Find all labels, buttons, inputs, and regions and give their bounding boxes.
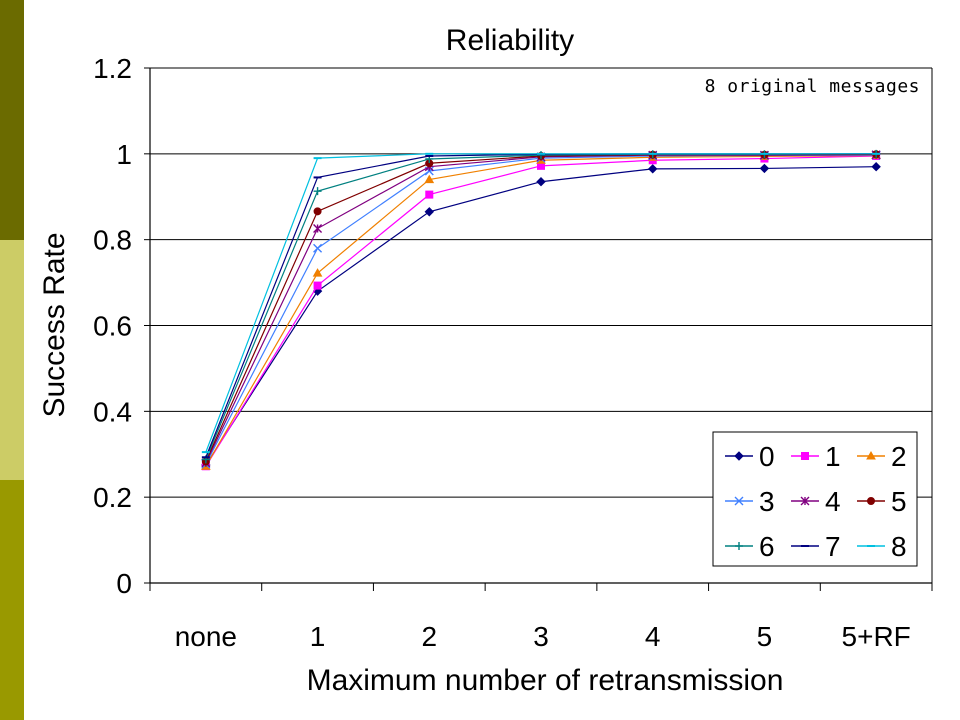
legend-label-8: 8: [891, 531, 907, 562]
series-line-2: [205, 154, 877, 467]
y-tick-label-3: 0.6: [93, 311, 132, 342]
chart-title: Reliability: [446, 24, 574, 57]
data-point-1-2: [425, 190, 434, 199]
y-tick-label-1: 0.2: [93, 482, 132, 513]
legend-marker-3: [734, 496, 744, 506]
legend-item-2: 2: [857, 441, 907, 472]
slide-accent-bar-top: [0, 0, 24, 240]
x-tick-label-0: none: [175, 621, 237, 652]
series-line-1: [205, 155, 877, 467]
data-point-4-1: [313, 224, 323, 234]
data-point-0-2: [424, 207, 434, 217]
series-line-6: [205, 153, 877, 460]
data-point-0-4: [648, 164, 658, 174]
chart-annotation: 8 original messages: [704, 76, 920, 97]
legend-item-8: 8: [857, 531, 907, 562]
data-point-2-2: [424, 174, 435, 184]
legend-item-5: 5: [857, 486, 907, 517]
legend-marker-2: [866, 450, 876, 460]
legend-item-0: 0: [725, 441, 775, 472]
x-tick-label-2: 2: [421, 621, 437, 652]
legend-item-4: 4: [791, 486, 841, 517]
x-tick-label-1: 1: [310, 621, 326, 652]
legend-marker-4: [800, 496, 810, 506]
data-point-0-3: [536, 177, 546, 187]
y-tick-label-5: 1: [116, 139, 132, 170]
legend-marker-5: [867, 497, 875, 505]
series-6: [201, 149, 881, 464]
legend-item-3: 3: [725, 486, 775, 517]
legend-item-7: 7: [791, 531, 841, 562]
series-0: [201, 162, 881, 470]
slide-accent-bar-middle: [0, 240, 24, 480]
x-axis-label: Maximum number of retransmission: [307, 664, 784, 697]
series-line-0: [205, 166, 877, 466]
y-tick-label-2: 0.4: [93, 396, 132, 427]
legend-label-1: 1: [825, 441, 841, 472]
legend-box: [712, 431, 918, 567]
legend-label-7: 7: [825, 531, 841, 562]
x-tick-label-3: 3: [533, 621, 549, 652]
data-point-6-1: [313, 187, 322, 196]
x-tick-label-4: 4: [645, 621, 661, 652]
series-8: [201, 152, 881, 454]
data-point-2-1: [312, 268, 323, 277]
legend-label-5: 5: [891, 486, 907, 517]
data-point-0-5: [759, 163, 770, 174]
data-point-5-1: [313, 207, 322, 216]
y-tick-label-0: 0: [116, 568, 132, 599]
data-point-3-1: [313, 243, 323, 253]
legend-marker-1: [801, 452, 809, 460]
chart-legend: 0 1 2 3 4 5 6 7 8: [712, 431, 918, 567]
x-tick-label-5: 5: [757, 621, 773, 652]
series-2: [200, 150, 882, 470]
legend-item-1: 1: [791, 441, 841, 472]
legend-label-2: 2: [891, 441, 907, 472]
y-tick-label-6: 1.2: [93, 53, 132, 84]
legend-marker-6: [735, 542, 743, 550]
legend-label-6: 6: [759, 531, 775, 562]
legend-label-4: 4: [825, 486, 841, 517]
y-axis-label: Success Rate: [38, 232, 71, 417]
legend-marker-0: [734, 451, 744, 461]
data-point-1-1: [313, 281, 322, 290]
data-point-0-6: [871, 162, 881, 172]
legend-label-3: 3: [759, 486, 775, 517]
series-1: [201, 151, 881, 471]
slide-accent-bar-bottom: [0, 480, 24, 720]
legend-item-6: 6: [725, 531, 775, 562]
y-tick-label-4: 0.8: [93, 225, 132, 256]
series-3: [201, 150, 881, 469]
x-tick-label-6: 5+RF: [842, 621, 911, 652]
legend-label-0: 0: [759, 441, 775, 472]
